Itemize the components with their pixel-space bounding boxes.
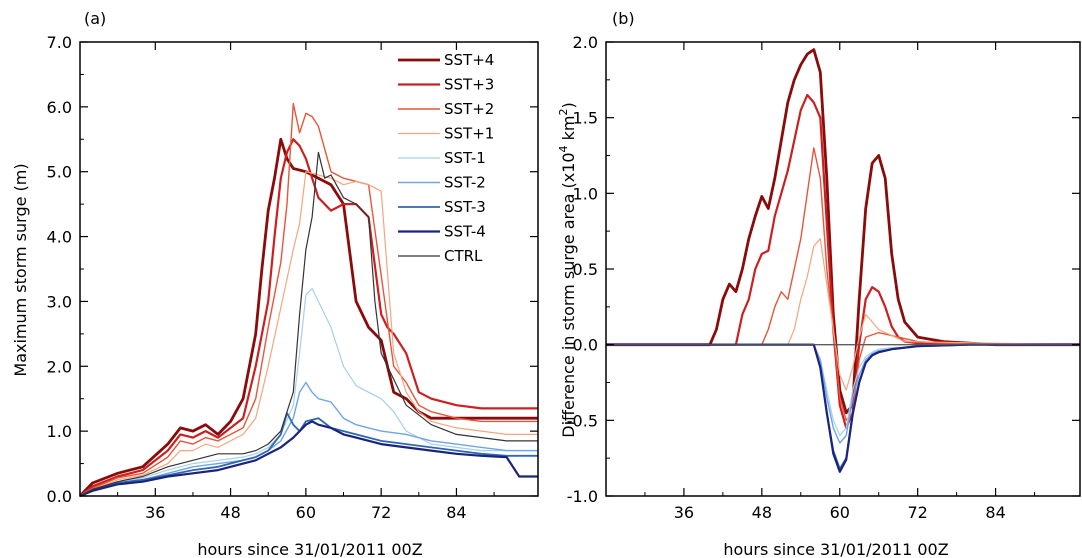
- legend-label: SST-4: [444, 223, 486, 241]
- chart-panel-a: 36 48 60 72 84 0.0 1.0 2.0 3.0 4.0 5.0 6.0 7.0 SST+4 S…: [47, 33, 539, 522]
- panel-label-a: (a): [84, 9, 106, 28]
- legend-label: SST-3: [444, 198, 486, 216]
- x-tick-label: 84: [446, 503, 466, 522]
- legend-label: SST+2: [444, 100, 494, 118]
- legend-label: SST-2: [444, 174, 486, 192]
- y-tick-label: 0.0: [573, 336, 598, 355]
- plot-frame-b: [605, 41, 1081, 497]
- chart-panel-b: 36 48 60 72 84 -1.0 -0.5 0.0 0.5 1.0 1.5 2.0: [567, 33, 1081, 522]
- series-line-sstminus4-b: [606, 343, 1080, 473]
- x-tick-label: 60: [296, 503, 316, 522]
- series-line-sstminus2-b: [606, 344, 1080, 444]
- x-axis-label-a: hours since 31/01/2011 00Z: [197, 540, 422, 558]
- y-axis-label-b-sup2: 2: [557, 109, 570, 116]
- x-tick-label: 48: [220, 503, 240, 522]
- legend-label: SST+4: [444, 51, 494, 69]
- series-line-sstminus4-a: [79, 420, 538, 498]
- series-line-sstplus4-b: [606, 48, 1080, 415]
- series-line-sstplus3-b: [606, 93, 1080, 429]
- x-tick-label: 36: [674, 503, 694, 522]
- y-axis-label-b-end: ): [559, 102, 578, 108]
- y-tick-label: 0.5: [573, 260, 598, 279]
- series-line-sstminus1-b: [606, 344, 1080, 437]
- y-tick-label: 2.0: [573, 33, 598, 52]
- y-axis-label-b-mid: km: [559, 116, 578, 146]
- y-tick-label: -0.5: [567, 411, 598, 430]
- y-tick-label: -1.0: [567, 487, 598, 506]
- y-tick-label: 1.5: [573, 109, 598, 128]
- series-line-sstplus3-a: [79, 138, 538, 497]
- legend-label: SST+3: [444, 76, 494, 94]
- y-tick-label: 7.0: [47, 33, 72, 52]
- legend-label: CTRL: [444, 247, 483, 265]
- series-line-sstplus1-b: [606, 238, 1081, 391]
- legend-label: SST-1: [444, 149, 486, 167]
- y-tick-label: 5.0: [47, 163, 72, 182]
- y-axis-label-b: Difference in storm surge area (x104 km2…: [557, 102, 578, 438]
- series-line-sstminus2-a: [79, 381, 538, 497]
- panel-label-b: (b): [612, 9, 635, 28]
- x-tick-label: 60: [830, 503, 850, 522]
- x-tick-label: 72: [371, 503, 391, 522]
- y-tick-label: 2.0: [47, 357, 72, 376]
- x-axis-label-b: hours since 31/01/2011 00Z: [723, 540, 948, 558]
- legend-label: SST+1: [444, 125, 494, 143]
- y-tick-label: 3.0: [47, 292, 72, 311]
- y-tick-label: 1.0: [573, 184, 598, 203]
- series-line-sstplus2-b: [606, 147, 1081, 421]
- x-tick-label: 72: [907, 503, 927, 522]
- y-tick-label: 1.0: [47, 422, 72, 441]
- x-tick-label: 48: [752, 503, 772, 522]
- y-tick-label: 0.0: [47, 487, 72, 506]
- series-line-sstminus3-a: [79, 412, 538, 497]
- series-line-sstplus4-a: [78, 137, 538, 497]
- x-tick-label: 36: [145, 503, 165, 522]
- y-axis-label-b-main: Difference in storm surge area (x10: [559, 152, 578, 437]
- series-line-sstplus2-a: [79, 102, 538, 497]
- y-tick-label: 4.0: [47, 228, 72, 247]
- y-axis-label-b-sup: 4: [557, 145, 570, 152]
- y-axis-label-a: Maximum storm surge (m): [11, 163, 30, 376]
- series-line-ctrl-a: [79, 151, 538, 497]
- y-tick-label: 6.0: [47, 98, 72, 117]
- series-line-sstminus1-a: [79, 287, 538, 497]
- x-tick-label: 84: [985, 503, 1005, 522]
- series-line-sstplus1-a: [79, 171, 538, 497]
